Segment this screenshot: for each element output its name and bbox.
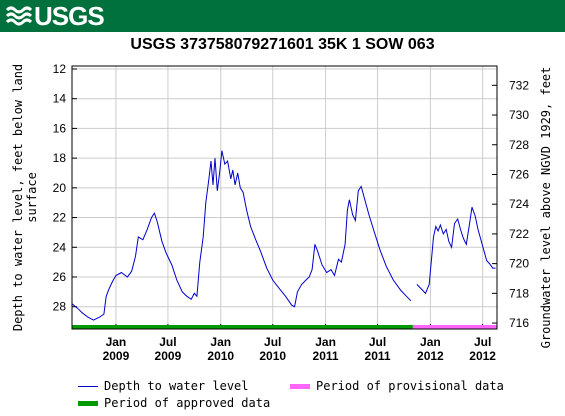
tick-label-left: 18: [53, 151, 67, 165]
tick-label-year: 2011: [313, 349, 339, 363]
tick-label-left: 26: [53, 270, 67, 284]
tick-label-month: Jul: [369, 335, 386, 349]
usgs-wave-icon: [6, 6, 32, 26]
legend-label-approved: Period of approved data: [104, 396, 271, 410]
ylabel-right: Groundwater level above NGVD 1929, feet: [539, 67, 553, 349]
tick-label-left: 28: [53, 300, 67, 314]
plot-area: [72, 66, 497, 329]
ylabel-left: Depth to water level, feet below landsur…: [11, 64, 39, 331]
tick-label-right: 726: [509, 167, 529, 181]
period-bar: [72, 325, 413, 329]
tick-label-left: 22: [53, 211, 67, 225]
tick-label-right: 718: [509, 286, 529, 300]
tick-label-right: 722: [509, 227, 529, 241]
tick-label-month: Jul: [264, 335, 281, 349]
tick-label-year: 2009: [103, 349, 130, 363]
legend-swatch-provisional: [290, 383, 310, 389]
legend-label-provisional: Period of provisional data: [316, 379, 504, 393]
tick-label-right: 716: [509, 316, 529, 330]
tick-label-month: Jan: [106, 335, 127, 349]
series-line-depth: [416, 207, 496, 295]
legend-item-approved: Period of approved data: [78, 396, 270, 410]
tick-label-month: Jul: [159, 335, 176, 349]
tick-label-year: 2010: [207, 349, 234, 363]
tick-label-right: 724: [509, 197, 529, 211]
legend-swatch-approved: [78, 400, 98, 406]
tick-label-year: 2009: [155, 349, 182, 363]
tick-label-left: 12: [53, 62, 67, 76]
tick-label-left: 20: [53, 181, 67, 195]
chart-title: USGS 373758079271601 35K 1 SOW 063: [130, 36, 435, 53]
usgs-logo-text: USGS: [34, 0, 105, 31]
tick-label-left: 16: [53, 121, 67, 135]
ylabel-left-line1: Depth to water level, feet below land: [11, 64, 25, 331]
legend-item-provisional: Period of provisional data: [290, 379, 504, 393]
tick-label-month: Jan: [315, 335, 336, 349]
tick-label-right: 732: [509, 78, 529, 92]
tick-label-left: 14: [53, 92, 67, 106]
tick-label-right: 728: [509, 138, 529, 152]
legend-item-depth: Depth to water level: [78, 379, 249, 393]
tick-label-right: 720: [509, 257, 529, 271]
tick-label-year: 2011: [365, 349, 391, 363]
usgs-logo[interactable]: USGS: [6, 0, 105, 31]
tick-label-left: 24: [53, 240, 67, 254]
period-bar: [412, 325, 497, 329]
usgs-banner: USGS: [0, 0, 565, 32]
legend-swatch-depth: [78, 385, 98, 387]
tick-label-month: Jan: [210, 335, 231, 349]
tick-label-right: 730: [509, 108, 529, 122]
tick-label-month: Jul: [474, 335, 491, 349]
ylabel-left-line2: surface: [25, 172, 39, 223]
legend-label-depth: Depth to water level: [104, 379, 249, 393]
tick-label-month: Jan: [420, 335, 441, 349]
tick-label-year: 2012: [469, 349, 496, 363]
tick-label-year: 2010: [259, 349, 286, 363]
plot-frame: [71, 65, 498, 330]
tick-label-year: 2012: [417, 349, 444, 363]
series-line-depth: [71, 150, 412, 321]
